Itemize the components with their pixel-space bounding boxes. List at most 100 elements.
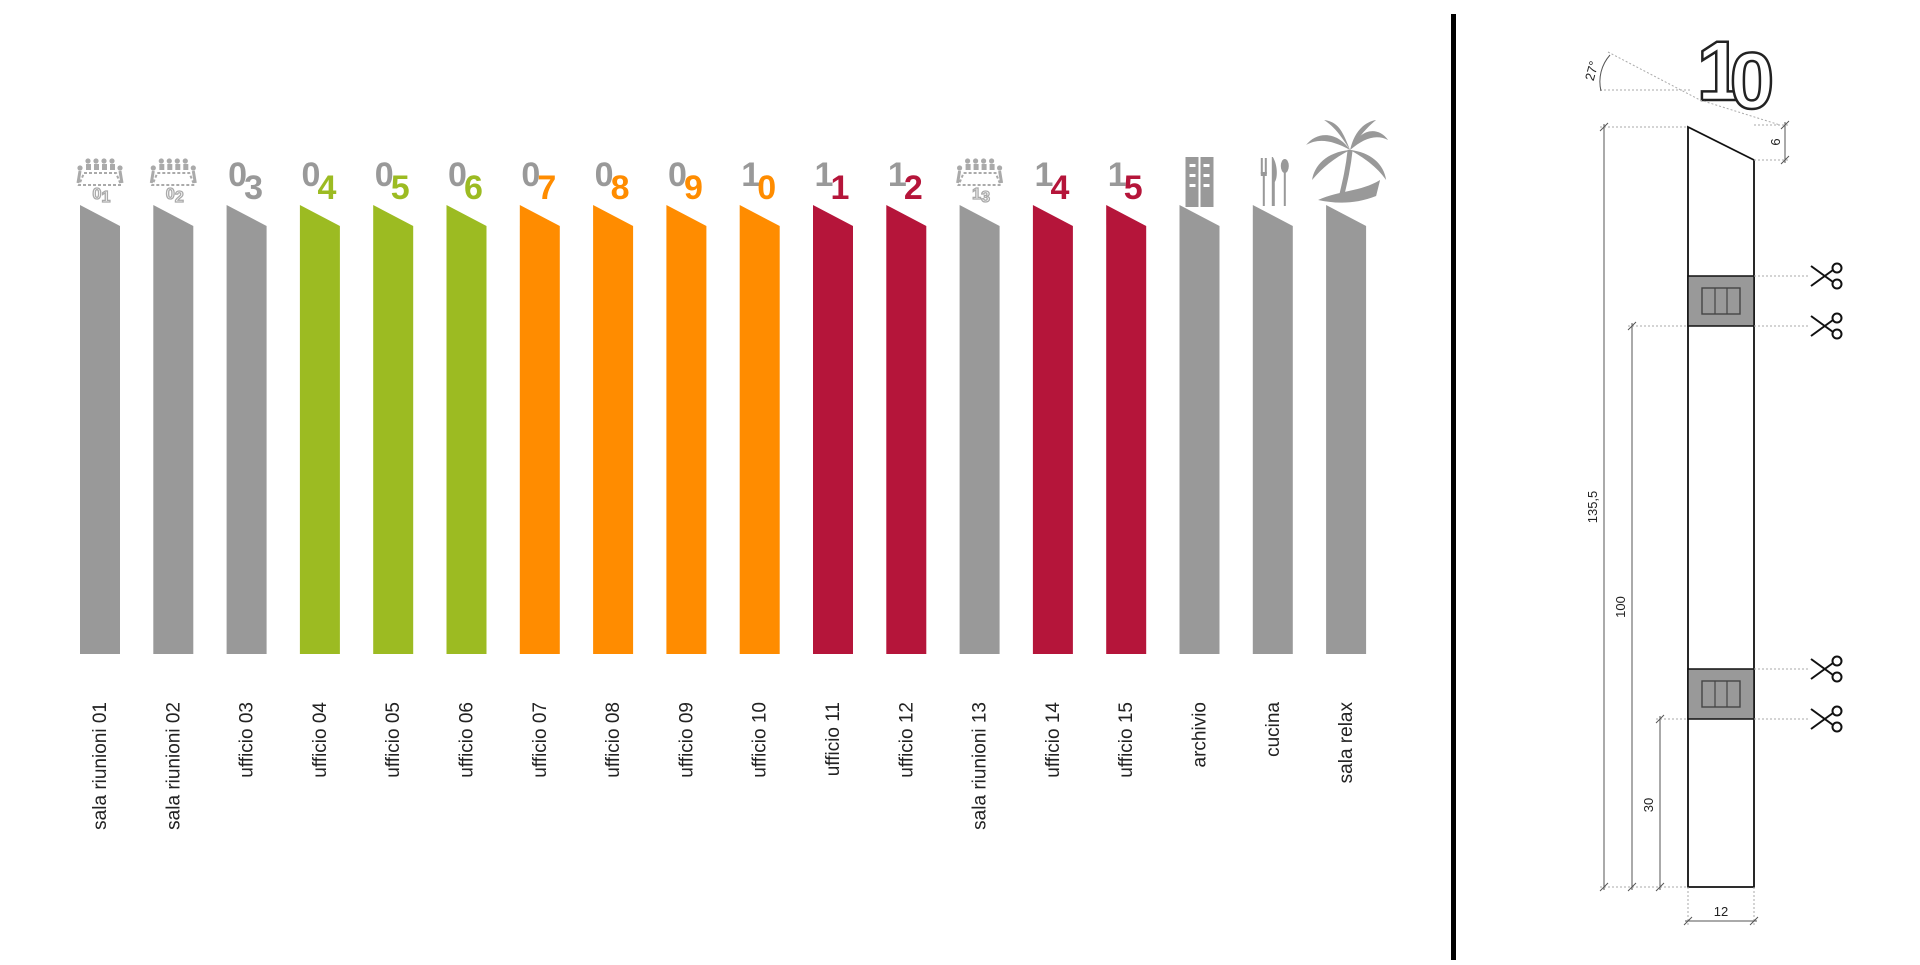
sign-10: 10 ufficio 10: [739, 156, 780, 778]
sign-label: ufficio 09: [676, 702, 697, 778]
palm-tree-icon: [1306, 120, 1389, 203]
number-tens: 0: [93, 186, 102, 203]
sign-16: archivio: [1179, 157, 1220, 767]
meeting-table-icon: [149, 158, 197, 186]
number-units: 2: [175, 189, 184, 206]
sign-label: archivio: [1190, 702, 1211, 767]
sign-12: 12 ufficio 12: [886, 156, 927, 778]
sign-panel: [813, 205, 853, 654]
number-tens: 1: [972, 186, 981, 203]
chamfer-dim-label: 6: [1768, 138, 1783, 145]
office-number: 11: [815, 156, 850, 207]
bracket-top-slot: [1701, 287, 1741, 315]
sign-panel: [1106, 205, 1147, 654]
number-units: 1: [831, 169, 850, 207]
sign-6: 06 ufficio 06: [446, 156, 487, 778]
scissors-icon: [1810, 262, 1843, 290]
sign-panel: [373, 205, 414, 654]
number-units: 5: [391, 169, 410, 207]
sign-panel: [1032, 205, 1073, 654]
cut-mark: [1754, 655, 1843, 683]
archive-icon: [1185, 157, 1214, 207]
sign-panel: [739, 205, 780, 654]
sign-panel: [1252, 205, 1293, 654]
sign-8: 08 ufficio 08: [593, 156, 634, 778]
sign-18: sala relax: [1306, 120, 1389, 784]
number-tens: 0: [521, 156, 540, 194]
office-number: 08: [595, 156, 630, 207]
sign-label: ufficio 04: [310, 702, 331, 778]
cut-mark: [1754, 262, 1843, 290]
scissors-icon: [1810, 312, 1843, 340]
sign-14: 14 ufficio 14: [1032, 156, 1073, 778]
sign-5: 05 ufficio 05: [373, 156, 414, 778]
sign-label: sala riunioni 13: [970, 702, 991, 830]
office-number: 03: [228, 156, 263, 207]
sign-label: sala riunioni 01: [90, 702, 111, 830]
angle-label: 27°: [1582, 59, 1602, 82]
sign-17: cucina: [1252, 157, 1293, 757]
angle-guide-line: [1607, 51, 1701, 101]
sign-label: ufficio 15: [1116, 702, 1137, 778]
sign-label: ufficio 12: [896, 702, 917, 778]
number-units: 7: [537, 169, 556, 207]
bracket-bottom: [1687, 668, 1755, 720]
low-height-label: 30: [1641, 798, 1656, 812]
sign-label: ufficio 10: [750, 702, 771, 778]
sign-panel: [593, 205, 634, 654]
sign-7: 07 ufficio 07: [519, 156, 560, 778]
number-units: 3: [981, 189, 990, 206]
sign-9: 09 ufficio 09: [666, 156, 707, 778]
sign-label: ufficio 08: [603, 702, 624, 778]
sign-3: 03 ufficio 03: [226, 156, 267, 778]
number-units: 4: [1050, 169, 1069, 207]
sign-2: 0 2 sala riunioni 02: [149, 158, 197, 830]
number-tens: 1: [888, 156, 907, 194]
sign-label: ufficio 11: [823, 702, 844, 776]
cut-mark: [1754, 705, 1843, 733]
sign-13: 1 3 sala riunioni 13: [956, 158, 1004, 830]
cut-marks: [1754, 262, 1843, 733]
sign-panel: [80, 205, 120, 654]
sign-label: sala relax: [1336, 702, 1357, 784]
office-number: 15: [1108, 156, 1143, 207]
angle-arc: [1599, 54, 1611, 92]
cut-mark: [1754, 312, 1843, 340]
number-tens: 0: [668, 156, 687, 194]
sign-panel: [666, 205, 707, 654]
sign-label: cucina: [1263, 702, 1284, 757]
number-tens: 1: [1034, 156, 1053, 194]
office-number: 09: [668, 156, 703, 207]
sign-panel: [1326, 205, 1367, 654]
drawing-number-top: 1: [1697, 24, 1744, 118]
sign-label: ufficio 14: [1043, 702, 1064, 778]
number-tens: 0: [166, 186, 175, 203]
number-tens: 1: [1108, 156, 1127, 194]
office-number: 06: [448, 156, 483, 207]
sign-label: ufficio 07: [530, 702, 551, 778]
office-number: 12: [888, 156, 923, 207]
cutlery-icon: [1260, 157, 1289, 206]
width-dim-label: 12: [1714, 904, 1728, 919]
panel-outline: [1687, 125, 1755, 888]
divider-line: [1451, 14, 1456, 960]
sign-panel: [959, 205, 1000, 654]
total-height-label: 135,5: [1585, 491, 1600, 524]
scissors-icon: [1810, 655, 1843, 683]
technical-drawing: 1 0 27° 6 135,5: [1582, 23, 1843, 926]
sign-panel: [226, 205, 267, 654]
sign-panel: [1179, 205, 1220, 654]
number-tens: 1: [741, 156, 760, 194]
drawing-number-bottom: 0: [1730, 36, 1775, 125]
sign-1: 0 1 sala riunioni 01: [76, 158, 124, 830]
sign-panel: [153, 205, 194, 654]
number-units: 3: [244, 169, 263, 207]
office-number: 10: [741, 156, 776, 207]
number-tens: 0: [595, 156, 614, 194]
sign-panel: [519, 205, 560, 654]
office-number: 04: [301, 156, 336, 207]
